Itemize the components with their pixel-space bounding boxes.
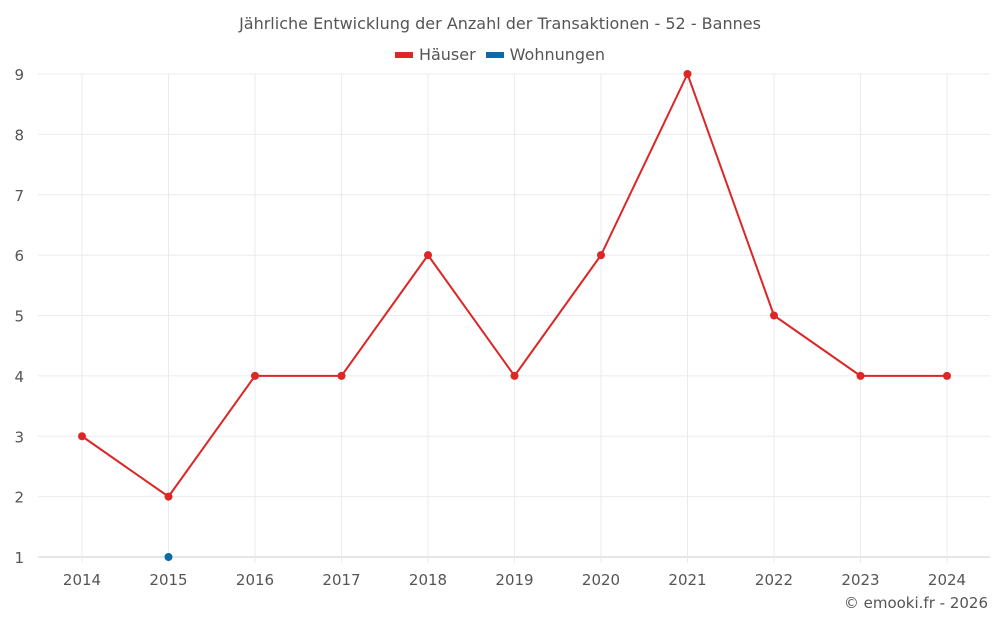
legend-item-haeuser[interactable]: Häuser — [394, 45, 476, 64]
y-tick-label: 4 — [14, 368, 24, 386]
y-tick-label: 2 — [14, 489, 24, 507]
data-point[interactable] — [78, 432, 86, 441]
copyright-credit: © emooki.fr - 2026 — [843, 594, 988, 612]
data-point[interactable] — [337, 371, 346, 380]
data-point[interactable] — [943, 371, 951, 380]
x-tick-label: 2020 — [582, 571, 620, 589]
data-point[interactable] — [424, 251, 432, 260]
legend-label-haeuser: Häuser — [418, 45, 476, 64]
y-tick-label: 6 — [14, 247, 24, 265]
y-tick-label: 3 — [14, 428, 24, 446]
legend-item-wohnungen[interactable]: Wohnungen — [485, 45, 606, 64]
data-point[interactable] — [856, 371, 865, 380]
data-point[interactable] — [251, 371, 259, 380]
data-point[interactable] — [164, 553, 173, 561]
y-tick-label: 5 — [14, 308, 24, 326]
x-tick-label: 2022 — [755, 571, 793, 589]
data-point[interactable] — [683, 70, 692, 78]
x-tick-label: 2017 — [322, 571, 360, 589]
y-tick-label: 1 — [14, 549, 24, 567]
x-tick-label: 2023 — [841, 571, 879, 589]
x-tick-label: 2018 — [409, 571, 447, 589]
chart-legend: Häuser Wohnungen — [0, 45, 1000, 64]
x-tick-label: 2019 — [495, 571, 533, 589]
x-tick-label: 2021 — [668, 571, 706, 589]
legend-swatch-haeuser — [394, 51, 413, 58]
chart-title: Jährliche Entwicklung der Anzahl der Tra… — [239, 14, 761, 33]
x-tick-label: 2016 — [236, 571, 274, 589]
legend-swatch-wohnungen — [485, 51, 504, 58]
data-point[interactable] — [597, 251, 605, 260]
x-tick-label: 2024 — [928, 571, 966, 589]
data-point[interactable] — [770, 311, 778, 320]
y-tick-label: 8 — [14, 126, 24, 144]
y-tick-label: 9 — [14, 66, 24, 84]
x-tick-label: 2014 — [63, 571, 101, 589]
y-tick-label: 7 — [14, 187, 24, 205]
legend-label-wohnungen: Wohnungen — [509, 45, 606, 64]
data-point[interactable] — [510, 371, 519, 380]
x-tick-label: 2015 — [149, 571, 187, 589]
data-point[interactable] — [164, 492, 173, 501]
